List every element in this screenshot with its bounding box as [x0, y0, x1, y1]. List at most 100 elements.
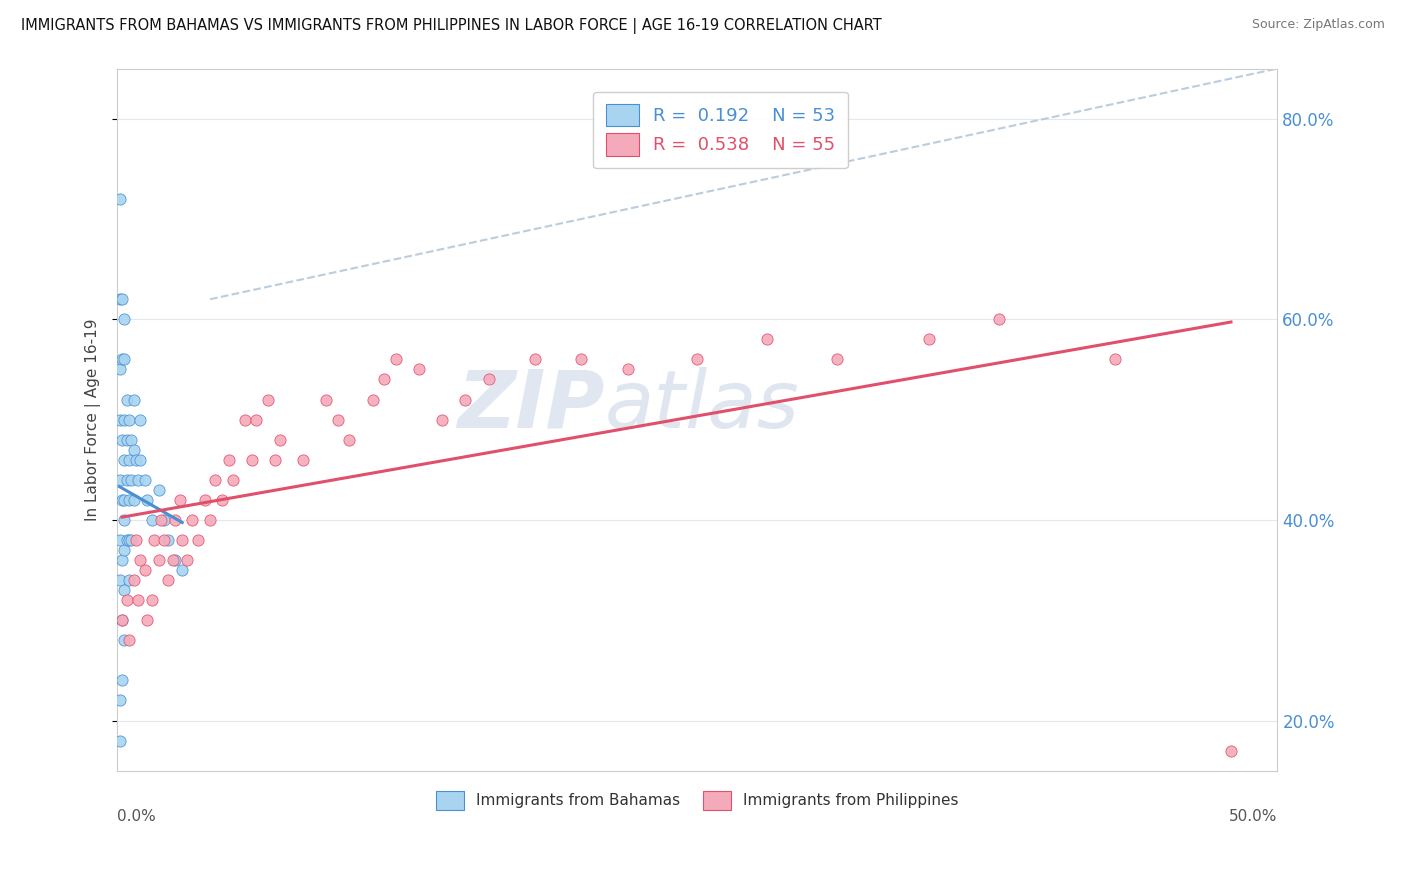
- Point: [143, 533, 166, 547]
- Point: [108, 192, 131, 206]
- Point: [118, 492, 141, 507]
- Point: [118, 633, 141, 648]
- Point: [211, 492, 233, 507]
- Point: [115, 433, 138, 447]
- Point: [198, 513, 221, 527]
- Point: [120, 533, 142, 547]
- Point: [152, 513, 174, 527]
- Point: [825, 352, 848, 367]
- Point: [115, 473, 138, 487]
- Point: [616, 362, 638, 376]
- Point: [112, 312, 135, 326]
- Point: [988, 312, 1011, 326]
- Point: [264, 452, 287, 467]
- Point: [108, 362, 131, 376]
- Point: [111, 553, 134, 567]
- Point: [111, 613, 134, 627]
- Point: [108, 834, 131, 848]
- Point: [112, 633, 135, 648]
- Point: [108, 733, 131, 747]
- Text: ZIP: ZIP: [457, 367, 605, 444]
- Text: Source: ZipAtlas.com: Source: ZipAtlas.com: [1251, 18, 1385, 31]
- Point: [187, 533, 209, 547]
- Point: [194, 492, 217, 507]
- Point: [172, 533, 194, 547]
- Point: [269, 433, 291, 447]
- Point: [169, 492, 191, 507]
- Point: [172, 563, 194, 577]
- Point: [240, 452, 263, 467]
- Point: [108, 533, 131, 547]
- Point: [477, 372, 499, 386]
- Point: [122, 573, 145, 587]
- Point: [108, 693, 131, 707]
- Point: [152, 533, 174, 547]
- Point: [180, 513, 202, 527]
- Point: [430, 412, 453, 426]
- Point: [162, 553, 184, 567]
- Point: [148, 483, 170, 497]
- Legend: Immigrants from Bahamas, Immigrants from Philippines: Immigrants from Bahamas, Immigrants from…: [430, 785, 965, 815]
- Point: [125, 533, 148, 547]
- Point: [127, 473, 149, 487]
- Point: [291, 452, 314, 467]
- Point: [118, 452, 141, 467]
- Point: [165, 513, 187, 527]
- Point: [361, 392, 384, 407]
- Point: [257, 392, 280, 407]
- Point: [108, 292, 131, 306]
- Point: [134, 563, 156, 577]
- Point: [134, 473, 156, 487]
- Point: [755, 332, 778, 346]
- Point: [326, 412, 349, 426]
- Point: [111, 433, 134, 447]
- Point: [136, 492, 159, 507]
- Point: [408, 362, 430, 376]
- Point: [148, 553, 170, 567]
- Point: [245, 412, 267, 426]
- Point: [523, 352, 546, 367]
- Point: [454, 392, 477, 407]
- Point: [218, 452, 240, 467]
- Point: [122, 442, 145, 457]
- Point: [569, 352, 592, 367]
- Point: [122, 392, 145, 407]
- Text: 50.0%: 50.0%: [1229, 809, 1278, 824]
- Point: [111, 613, 134, 627]
- Point: [120, 473, 142, 487]
- Point: [118, 573, 141, 587]
- Point: [111, 352, 134, 367]
- Point: [125, 452, 148, 467]
- Point: [122, 492, 145, 507]
- Point: [108, 473, 131, 487]
- Point: [112, 412, 135, 426]
- Point: [157, 573, 180, 587]
- Point: [141, 593, 163, 607]
- Point: [1220, 744, 1243, 758]
- Point: [118, 533, 141, 547]
- Point: [115, 392, 138, 407]
- Point: [127, 593, 149, 607]
- Point: [111, 673, 134, 688]
- Point: [112, 352, 135, 367]
- Point: [1104, 352, 1126, 367]
- Point: [120, 433, 142, 447]
- Text: 0.0%: 0.0%: [117, 809, 156, 824]
- Point: [111, 292, 134, 306]
- Text: atlas: atlas: [605, 367, 799, 444]
- Point: [118, 412, 141, 426]
- Point: [136, 613, 159, 627]
- Point: [157, 533, 180, 547]
- Point: [112, 583, 135, 598]
- Point: [373, 372, 395, 386]
- Point: [176, 553, 198, 567]
- Point: [204, 473, 226, 487]
- Point: [233, 412, 256, 426]
- Point: [686, 352, 709, 367]
- Point: [129, 452, 152, 467]
- Point: [112, 513, 135, 527]
- Point: [918, 332, 941, 346]
- Point: [108, 573, 131, 587]
- Point: [112, 452, 135, 467]
- Point: [112, 543, 135, 558]
